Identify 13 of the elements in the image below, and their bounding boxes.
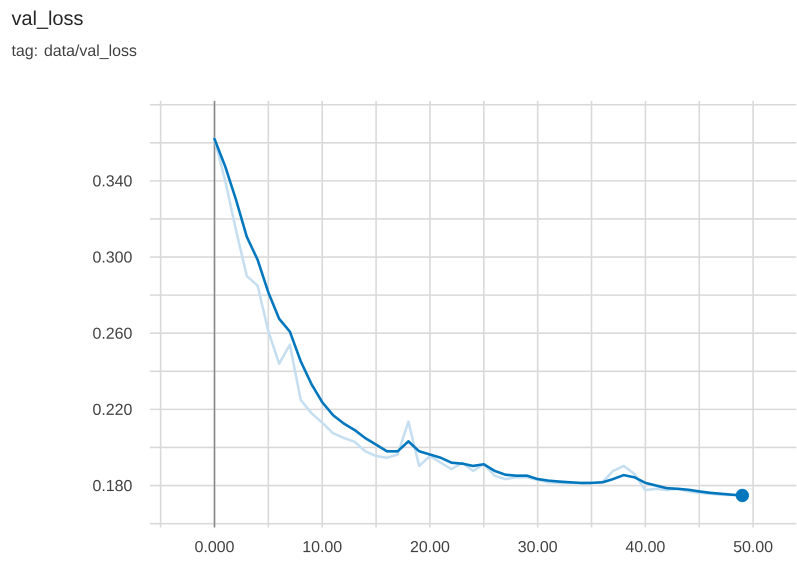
y-tick-label: 0.340 bbox=[93, 175, 132, 186]
x-tick-label: 30.00 bbox=[518, 540, 557, 552]
x-tick-label: 0.000 bbox=[195, 540, 234, 552]
chart-subtitle: tag: data/val_loss bbox=[12, 44, 136, 60]
x-tick-label: 20.00 bbox=[410, 540, 450, 552]
x-tick-label: 10.00 bbox=[304, 540, 342, 552]
chart-title: val_loss bbox=[12, 10, 83, 29]
y-tick-label: 0.180 bbox=[93, 480, 132, 491]
x-tick-label: 40.00 bbox=[626, 540, 665, 552]
y-tick-label: 0.220 bbox=[93, 404, 132, 415]
y-tick-label: 0.300 bbox=[93, 251, 132, 262]
y-tick-label: 0.260 bbox=[93, 327, 132, 339]
x-tick-label: 50.00 bbox=[734, 540, 772, 552]
